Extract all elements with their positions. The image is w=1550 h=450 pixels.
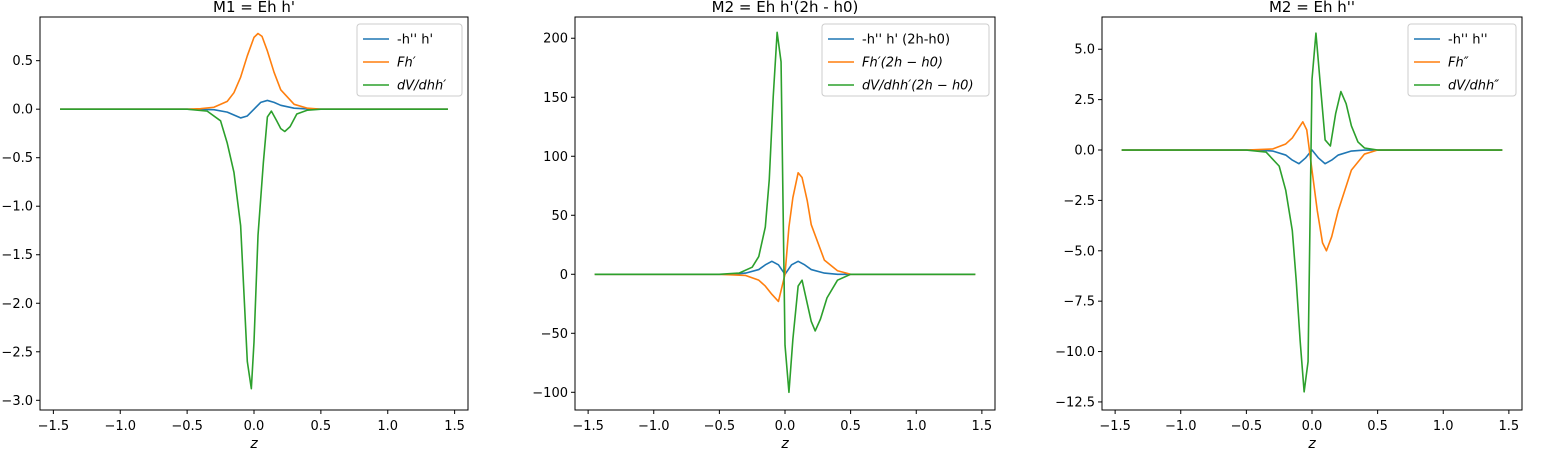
x-tick-label: −0.5	[171, 419, 203, 434]
legend-box	[821, 23, 990, 97]
y-tick-label: 2.5	[1074, 93, 1095, 108]
y-tick-label: 0.0	[1074, 144, 1095, 159]
x-tick-label: −1.5	[38, 419, 70, 434]
y-tick-label: −0.5	[1, 151, 33, 166]
x-tick-label: 0.5	[1367, 419, 1388, 434]
x-tick-label: −0.5	[1231, 419, 1263, 434]
subplot-m2-h-double-prime: M2 = Eh h'' −1.5 −1.0 −0.5 0.0 0.5 1.0 1.5 5.0 2.…	[1055, 0, 1523, 450]
y-tick-label: 0.5	[12, 54, 33, 69]
x-tick-label: 1.5	[972, 419, 993, 434]
series-line-1	[594, 171, 976, 303]
chart-title: M1 = Eh h'	[213, 0, 295, 16]
chart-title: M2 = Eh h''	[1269, 0, 1355, 16]
x-axis-label: z	[1307, 436, 1316, 450]
x-tick-label: −0.5	[704, 419, 736, 434]
x-tick-label: −1.5	[572, 419, 604, 434]
legend-entry-1: Fh′(2h − h0)	[862, 56, 943, 71]
legend-entry-2: dV/dhh′(2h − h0)	[862, 79, 974, 94]
series-line-1	[60, 32, 448, 110]
y-tick-label: −2.5	[1, 345, 33, 360]
y-tick-label: −100	[532, 386, 568, 401]
series-lines	[594, 31, 976, 394]
x-axis-label: z	[780, 436, 789, 450]
y-tick-label: −5.0	[1063, 244, 1095, 259]
y-tick-label: −1.0	[1, 200, 33, 215]
legend: -h'' h' (2h-h0) Fh′(2h − h0) dV/dhh′(2h − …	[821, 23, 990, 97]
y-tick-label: 100	[543, 150, 568, 165]
y-tick-label: −2.0	[1, 297, 33, 312]
x-tick-label: 0.5	[840, 419, 861, 434]
x-tick-label: −1.0	[1165, 419, 1197, 434]
chart-title: M2 = Eh h'(2h - h0)	[712, 0, 859, 16]
legend: -h'' h' Fh′ dV/dhh′	[356, 23, 463, 97]
y-tick-label: −3.0	[1, 394, 33, 409]
legend-entry-1: Fh″	[1448, 56, 1469, 71]
y-tick-label: −12.5	[1055, 395, 1095, 410]
legend-entry-0: -h'' h''	[1448, 33, 1488, 48]
legend-entry-0: -h'' h' (2h-h0)	[862, 33, 950, 48]
legend: -h'' h'' Fh″ dV/dhh″	[1407, 23, 1517, 97]
legend-entry-1: Fh′	[397, 56, 416, 71]
y-tick-label: −1.5	[1, 248, 33, 263]
x-tick-label: 1.0	[906, 419, 927, 434]
series-lines	[1121, 32, 1503, 393]
x-axis-label: z	[249, 436, 258, 450]
y-tick-label: 150	[543, 91, 568, 106]
subplot-m2-2h-h0: M2 = Eh h'(2h - h0) −1.5 −1.0 −0.5 0.0 0.5 1.0…	[532, 0, 996, 450]
x-tick-label: 0.0	[244, 419, 265, 434]
x-tick-label: 1.0	[377, 419, 398, 434]
y-tick-label: 0	[560, 268, 568, 283]
x-tick-label: 0.5	[311, 419, 332, 434]
x-tick-label: 0.0	[1302, 419, 1323, 434]
series-line-0	[1121, 149, 1503, 165]
legend-entry-2: dV/dhh′	[397, 79, 446, 94]
x-tick-label: 0.0	[775, 419, 796, 434]
y-tick-label: −50	[541, 327, 568, 342]
y-tick-label: 50	[551, 209, 568, 224]
legend-entry-0: -h'' h'	[397, 33, 433, 48]
y-tick-label: 5.0	[1074, 43, 1095, 58]
x-tick-label: 1.5	[1499, 419, 1520, 434]
y-tick-label: −10.0	[1055, 345, 1095, 360]
x-tick-label: −1.5	[1099, 419, 1131, 434]
y-tick-label: 200	[543, 32, 568, 47]
subplot-m1: M1 = Eh h' −1.5 −1.0 −0.5 0.0 0.5 1.0 1.5 0.5 0.0…	[1, 0, 469, 450]
y-tick-label: −2.5	[1063, 194, 1095, 209]
series-line-2	[1121, 32, 1503, 393]
legend-entry-2: dV/dhh″	[1448, 79, 1499, 94]
x-tick-label: 1.0	[1433, 419, 1454, 434]
x-tick-label: −1.0	[638, 419, 670, 434]
series-line-0	[60, 99, 448, 119]
legend-box	[1407, 23, 1517, 97]
series-line-1	[1121, 121, 1503, 252]
series-line-2	[60, 108, 448, 390]
series-lines	[60, 32, 448, 390]
y-tick-label: −7.5	[1063, 295, 1095, 310]
series-line-2	[594, 31, 976, 394]
y-tick-label: 0.0	[12, 103, 33, 118]
legend-box	[356, 23, 463, 97]
x-tick-label: −1.0	[104, 419, 136, 434]
x-tick-label: 1.5	[444, 419, 465, 434]
